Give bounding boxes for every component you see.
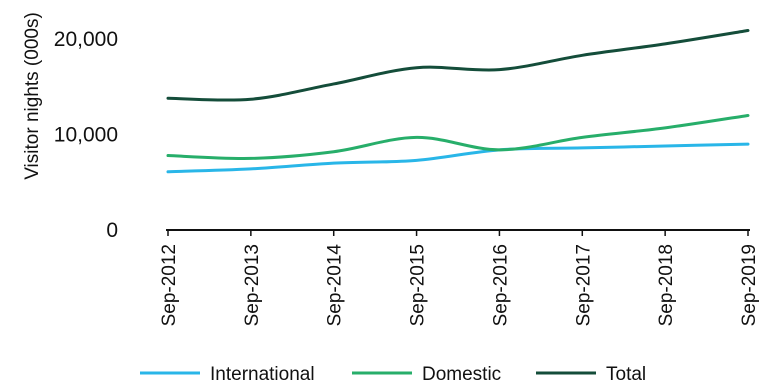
y-axis: 0 10,000 20,000 — [54, 28, 118, 242]
x-tick-label: Sep-2012 — [159, 244, 180, 326]
plot-area — [166, 29, 750, 174]
x-tick-label: Sep-2014 — [325, 244, 346, 327]
y-tick-label: 0 — [106, 219, 118, 242]
legend: International Domestic Total — [140, 364, 646, 385]
x-tick-label: Sep-2018 — [656, 244, 677, 326]
legend-label: Domestic — [422, 364, 501, 385]
series-line-total — [166, 29, 750, 102]
x-tick-label: Sep-2016 — [490, 244, 511, 326]
y-tick-label: 10,000 — [54, 124, 118, 147]
legend-label: Total — [606, 364, 646, 385]
x-tick-label: Sep-2019 — [739, 244, 760, 326]
y-tick-label: 20,000 — [54, 28, 118, 51]
y-axis-title: Visitor nights (000s) — [22, 12, 43, 180]
series-line-international — [166, 142, 750, 174]
legend-label: International — [210, 364, 315, 385]
x-tick-label: Sep-2013 — [242, 244, 263, 326]
x-tick-label: Sep-2015 — [408, 244, 429, 326]
x-tick-label: Sep-2017 — [573, 244, 594, 326]
series-line-domestic — [166, 113, 750, 160]
x-axis: Sep-2012 Sep-2013 Sep-2014 Sep-2015 Sep-2016… — [159, 229, 760, 327]
